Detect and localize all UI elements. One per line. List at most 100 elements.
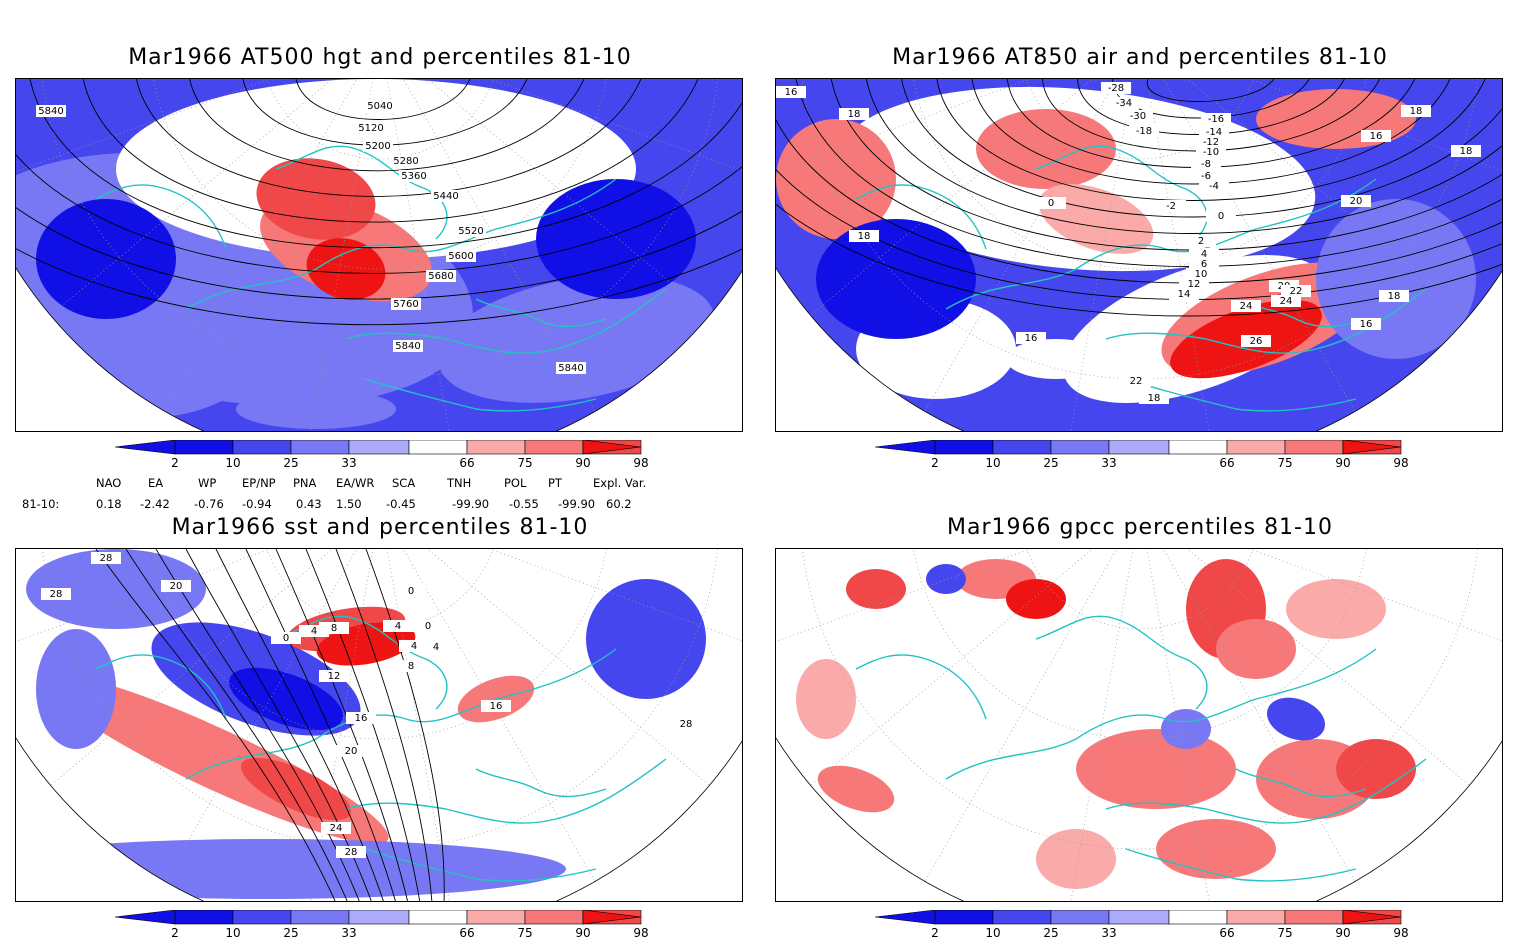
colorbar-label: 2 [931,926,939,940]
colorbar-label: 98 [633,456,649,470]
contour-label: -18 [1136,126,1152,137]
colorbar-segment [1050,910,1110,925]
contour-label: 10 [1195,269,1208,280]
shading-region [1038,184,1154,254]
contour-label: -16 [1208,114,1224,125]
contour-label: 22 [1290,286,1303,297]
colorbar-label: 75 [517,456,533,470]
contour-label: 4 [311,626,317,637]
contour-label: 26 [1250,336,1263,347]
contour-label: 4 [395,621,401,632]
contour-label: 4 [411,641,417,652]
contour-line [16,79,742,274]
contour-line [1077,79,1345,135]
shading-region [1266,697,1326,741]
colorbar-air850: 2 10 25 33 66 75 90 98 [875,440,1409,480]
contour-label: 18 [1410,106,1423,117]
colorbar-label: 2 [931,456,939,470]
contour-label: 28 [680,719,693,730]
tele-header-cell: EP/NP [242,476,276,490]
tele-header-cell: WP [198,476,217,490]
contour-label: 5200 [365,141,390,152]
shading-region [817,765,895,813]
tele-header-cell: PNA [293,476,317,490]
contour-label: -8 [1201,159,1211,170]
tele-value-cell: -99.90 [558,497,596,511]
contour-label: 18 [1148,393,1161,404]
shading-region [1156,819,1276,879]
shading-region [116,79,636,259]
contour-label: 0 [425,621,431,632]
colorbar-segment [466,440,526,455]
colorbar-label: 66 [1219,926,1235,940]
shading-region [1256,89,1416,149]
colorbar-segment [1284,440,1344,455]
colorbar-label: 75 [517,926,533,940]
contour-label: -4 [1209,181,1219,192]
colorbar-segment [290,910,350,925]
tele-header-cell: Expl. Var. [593,476,647,490]
contour-line [16,79,742,300]
tele-header-cell: EA [148,476,164,490]
contour-line [1112,79,1310,119]
contour-label: 5360 [401,171,426,182]
coastline [855,654,987,720]
coastline [1105,758,1427,824]
colorbar-label: 33 [1101,926,1117,940]
shading-region [36,199,176,319]
contour-label: -28 [1108,83,1124,94]
contour-line [305,549,421,901]
shading-region [1006,579,1066,619]
tele-header-cell: TNH [447,476,472,490]
shading-region [256,158,376,240]
coastline [185,648,617,780]
shading-region [306,238,386,300]
tele-value-cell: -0.55 [509,497,539,511]
contour-label: 24 [1240,301,1253,312]
contour-label: 2 [1198,236,1204,247]
contour-line [135,79,642,197]
contour-label: 5600 [448,251,473,262]
colorbar-label: 2 [171,926,179,940]
coastline [1235,768,1367,798]
shading-region [36,629,116,749]
contour-label: 12 [328,671,341,682]
contour-label: 28 [100,553,113,564]
colorbar-label: 66 [459,926,475,940]
contour-label: -12 [1203,137,1219,148]
coastline [945,648,1377,780]
contour-label: 0 [1218,211,1224,222]
colorbar-segment [1108,440,1170,455]
colorbar-label: 90 [1335,926,1351,940]
contour-label: 8 [408,661,414,672]
contour-label: 12 [1188,279,1201,290]
contour-label: 28 [50,589,63,600]
contour-line [1147,79,1275,102]
shading-region [236,389,396,429]
contour-line [29,79,742,249]
tele-header-cell: EA/WR [336,476,375,490]
colorbar-label: 90 [575,456,591,470]
contour-label: -2 [1166,201,1176,212]
contour-line [95,549,337,901]
colorbar-label: 33 [341,456,357,470]
coastline [275,615,448,710]
shading-region [1036,829,1116,889]
colorbar-segment [1108,910,1170,925]
colorbar-label: 66 [459,456,475,470]
contour-label: 4 [1201,249,1207,260]
shading-region [1216,619,1296,679]
colorbar-label: 98 [633,926,649,940]
map-canvas: 1618-28-34-30-18-16-14-12-10-8-6-4-20024… [776,79,1502,431]
colorbar-label: 10 [225,456,241,470]
tele-value-cell: -99.90 [452,497,490,511]
contour-label: 14 [1178,289,1191,300]
contour-label: 0 [408,586,414,597]
shading-region [536,179,696,299]
shading-region [1286,579,1386,639]
tele-header-cell: NAO [96,476,122,490]
colorbar-segment [934,440,994,455]
shading-region [926,564,966,594]
contour-label: 16 [490,701,503,712]
